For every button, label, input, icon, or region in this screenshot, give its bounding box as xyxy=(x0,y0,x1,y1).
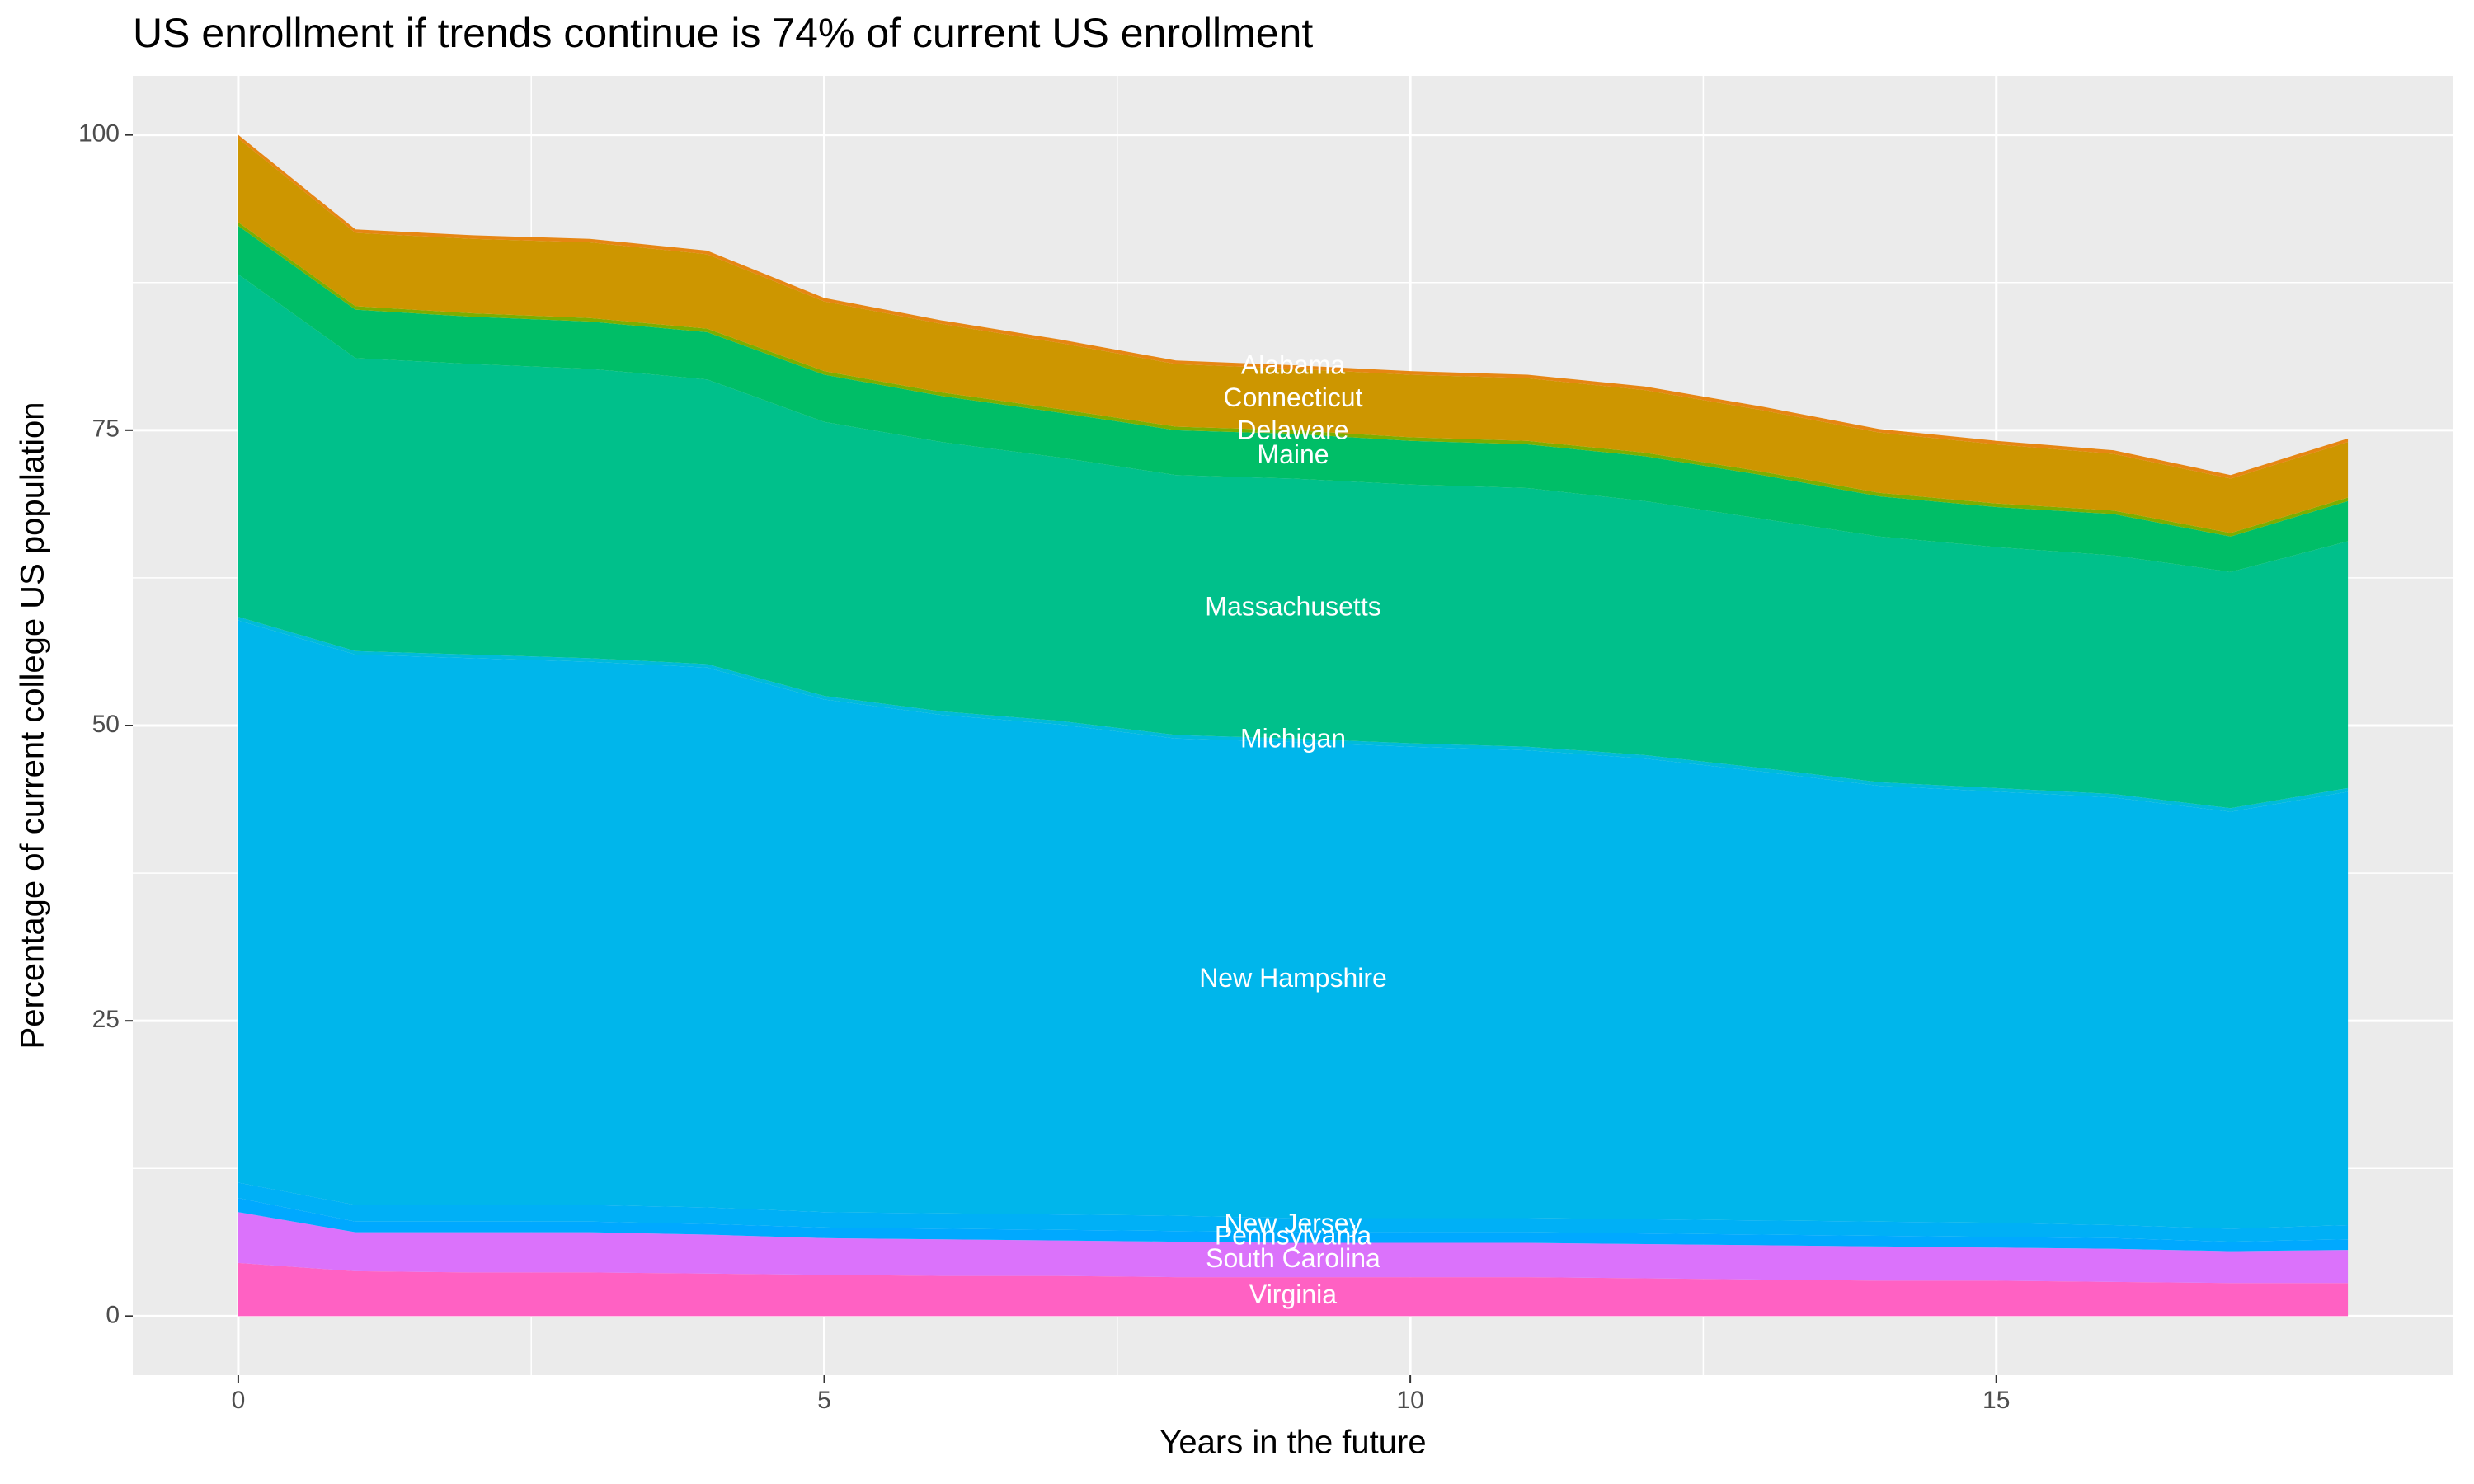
y-tick-label: 50 xyxy=(92,711,120,738)
area xyxy=(238,1182,2349,1242)
series-label: New Jersey xyxy=(1224,1208,1362,1237)
area xyxy=(238,1212,2349,1284)
series-label: Delaware xyxy=(1237,415,1348,444)
y-axis-label: Percentage of current college US populat… xyxy=(15,402,51,1050)
area xyxy=(238,1198,2349,1252)
areas xyxy=(238,134,2349,1317)
series-label: Virginia xyxy=(1249,1280,1337,1309)
series-label: Michigan xyxy=(1240,723,1346,753)
x-axis-label: Years in the future xyxy=(1159,1425,1426,1461)
area xyxy=(238,225,2349,572)
x-tick-label: 0 xyxy=(232,1387,246,1414)
y-tick-label: 100 xyxy=(78,120,120,148)
x-tick-label: 10 xyxy=(1396,1387,1423,1414)
series-label: Pennsylvania xyxy=(1215,1221,1372,1251)
area xyxy=(238,1262,2349,1317)
chart-title: US enrollment if trends continue is 74% … xyxy=(133,10,1313,56)
area xyxy=(238,274,2349,809)
axes: 0 25 50 75 100 0 5 10 15 xyxy=(78,120,2010,1414)
y-tick-label: 25 xyxy=(92,1006,120,1033)
x-tick-label: 15 xyxy=(1982,1387,2010,1414)
series-label: Connecticut xyxy=(1224,383,1363,412)
y-tick-label: 0 xyxy=(106,1301,120,1328)
series-label: New Hampshire xyxy=(1199,963,1387,993)
series-label: Maine xyxy=(1257,439,1329,469)
area xyxy=(238,620,2349,1229)
series-label: South Carolina xyxy=(1206,1243,1380,1273)
x-tick-label: 5 xyxy=(817,1387,831,1414)
series-label: Alabama xyxy=(1241,350,1346,380)
area xyxy=(238,138,2349,533)
series-label: Massachusetts xyxy=(1205,592,1380,622)
y-tick-label: 75 xyxy=(92,416,120,443)
